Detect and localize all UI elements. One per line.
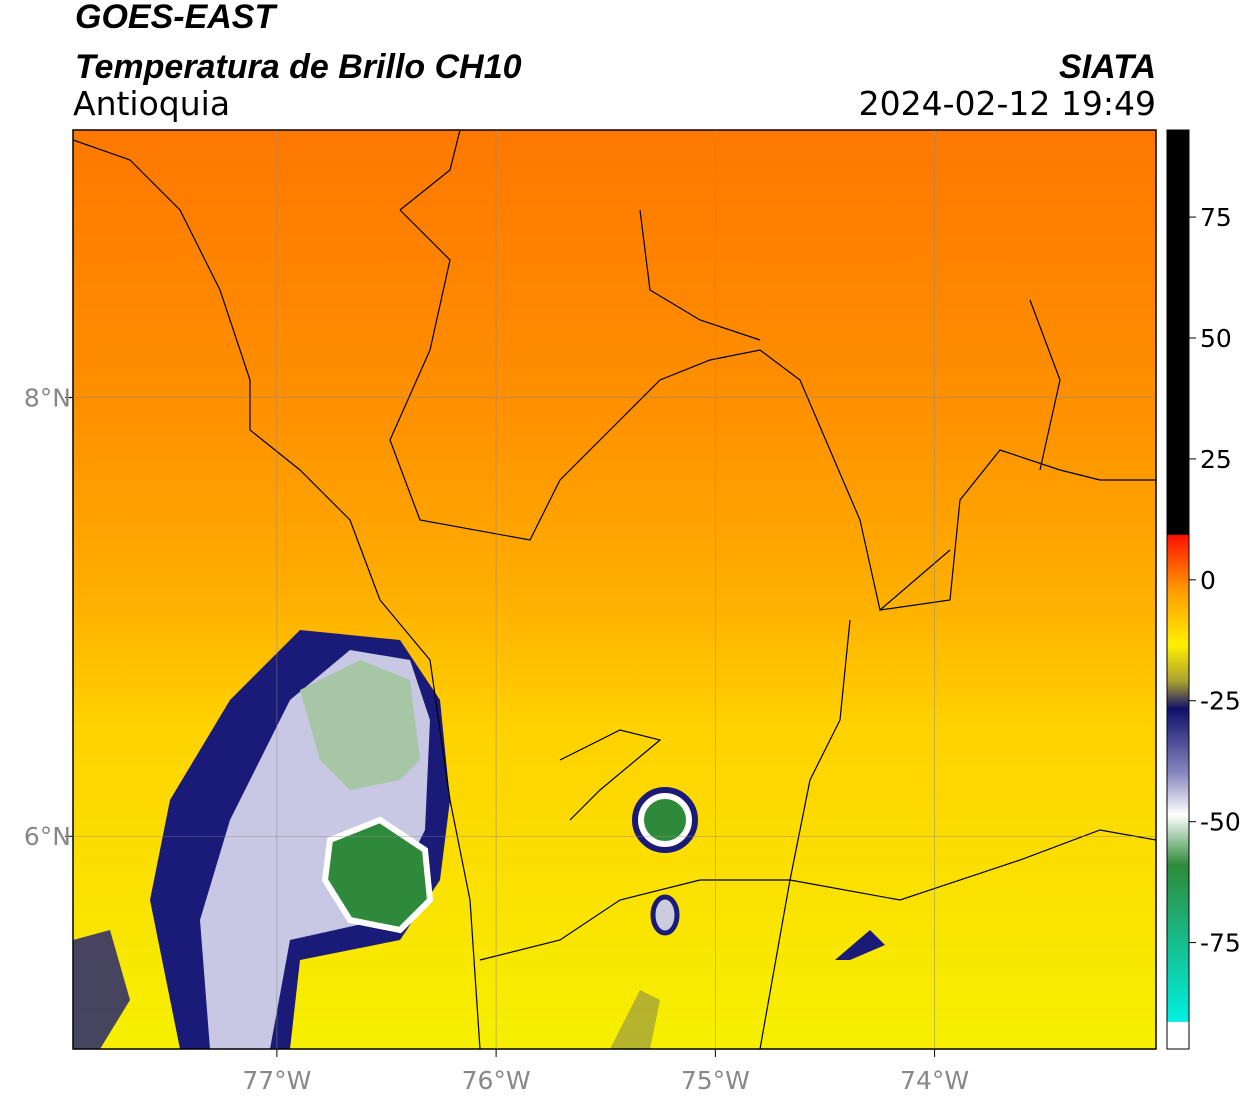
subtitle: Temperatura de Brillo CH10 xyxy=(75,48,522,86)
map-frame xyxy=(72,129,1157,1050)
colorbar-tick-label: 0 xyxy=(1200,566,1216,595)
x-tick-label: 77°W xyxy=(242,1066,311,1095)
map-image xyxy=(73,130,1156,1049)
datetime: 2024-02-12 19:49 xyxy=(859,84,1156,123)
y-tick-label: 6°N xyxy=(24,822,71,851)
y-tick-label: 8°N xyxy=(24,384,71,413)
source: SIATA xyxy=(1059,48,1156,86)
colorbar-tick-label: 75 xyxy=(1200,203,1232,232)
region: Antioquia xyxy=(73,84,230,123)
x-tick-label: 75°W xyxy=(681,1066,750,1095)
x-tick-label: 76°W xyxy=(462,1066,531,1095)
colorbar-tick-label: -75 xyxy=(1200,929,1241,958)
colorbar xyxy=(1166,129,1190,1050)
colorbar-tick-label: -25 xyxy=(1200,687,1241,716)
title: GOES-EAST xyxy=(75,0,278,36)
colorbar-tick-label: 25 xyxy=(1200,445,1232,474)
colorbar-tick-label: 50 xyxy=(1200,324,1232,353)
colorbar-tick-label: -50 xyxy=(1200,808,1241,837)
x-tick-label: 74°W xyxy=(900,1066,969,1095)
